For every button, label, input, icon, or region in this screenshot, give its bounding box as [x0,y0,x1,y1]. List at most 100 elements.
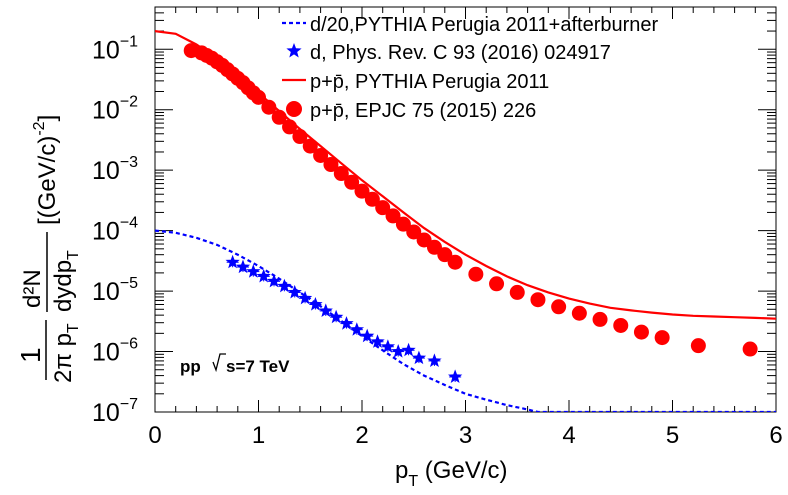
y-tick-label: 10−6 [92,336,138,367]
legend-label: p+p̄, EPJC 75 (2015) 226 [310,100,536,122]
svg-text:[(GeV/c)-2]: [(GeV/c)-2] [31,115,61,225]
y-tick-exp: −5 [120,275,138,292]
x-tick-label: 2 [355,422,368,449]
data-point [339,316,354,330]
y-tick-base: 10 [92,157,120,185]
x-tick-label: 5 [666,422,679,449]
y-tick-exp: −4 [120,215,138,232]
data-point [654,330,670,346]
data-point [297,290,313,305]
data-point [318,303,333,317]
series-line-0 [155,229,776,412]
legend-label: d/20,PYTHIA Perugia 2011+afterburner [310,14,659,36]
data-point [571,305,587,321]
data-point [385,208,401,224]
data-point [251,89,266,105]
data-point [246,264,261,278]
y-tick-label: 10−2 [92,94,138,125]
data-marks [155,30,776,412]
xlabel-sub: T [408,473,418,490]
y-tick-base: 10 [92,278,120,306]
y-tick-exp: −6 [120,336,138,353]
svg-text:2π pT: 2π pT [50,323,82,383]
ylabel-den-sub: T [65,250,82,260]
data-point [287,284,302,299]
data-point [551,299,567,315]
data-point [308,297,323,311]
data-point [277,278,292,293]
data-point [302,138,318,154]
y-tick-exp: −3 [120,154,138,171]
data-point [426,239,442,255]
y-tick-base: 10 [92,97,120,125]
y-tick-base: 10 [92,339,120,367]
y-tick-label: 10−3 [92,154,138,185]
x-tick-label: 6 [769,422,782,449]
data-point [395,216,411,232]
data-point [447,254,463,270]
data-point [271,109,287,125]
ylabel-units-close: ] [34,115,61,122]
ylabel-num: d²N [19,269,46,308]
x-tick-label: 4 [562,422,575,449]
legend-label: d, Phys. Rev. C 93 (2016) 024917 [310,42,611,64]
data-point [411,350,427,365]
data-point [235,259,251,274]
data-point [427,353,442,367]
data-point [690,338,706,354]
data-point [354,183,370,199]
x-tick-label: 0 [148,422,161,449]
legend-swatch-circle [286,101,302,117]
legend-swatch-star [286,43,302,58]
data-point [380,339,395,353]
ylabel-den: dydp [50,260,77,312]
data-point [292,129,308,145]
legend-label: p+p̄, PYTHIA Perugia 2011 [310,71,549,93]
data-point [613,317,629,333]
data-point [282,119,298,135]
data-point [592,311,608,327]
data-point [349,322,364,336]
data-point [406,224,422,240]
ylabel-units: [(GeV/c) [34,136,61,225]
ylabel-units-exp: -2 [31,121,48,135]
data-point [329,309,344,324]
data-point [448,369,463,383]
y-tick-exp: −7 [120,396,138,413]
axes: 0 1 2 3 4 5 610−710−610−510−410−310−210−1 [92,6,783,449]
xlabel-p: p [395,457,408,484]
data-point [266,273,282,288]
y-tick-label: 10−1 [92,33,138,64]
x-axis-label: pT (GeV/c) [395,457,507,490]
data-point [323,157,339,173]
data-point [225,254,240,269]
y-tick-exp: −2 [120,94,138,111]
data-point [468,266,484,282]
data-point [437,247,453,263]
x-tick-label: 3 [459,422,472,449]
ylabel-one: 1 [15,347,46,363]
data-point [261,99,277,115]
data-point [313,147,329,163]
ylabel-two-pi-pt: 2π p [50,333,77,383]
sqrt-symbol [212,353,226,373]
data-point [364,191,380,207]
data-point [633,324,649,340]
data-point [509,284,525,300]
annotation-energy: s=7 TeV [226,357,290,376]
xlabel-units: (GeV/c) [418,457,507,484]
data-point [256,268,271,283]
y-tick-base: 10 [92,36,120,64]
data-point [742,341,758,357]
data-point [360,328,375,343]
data-point [530,292,546,308]
annotation-collision: pp [180,357,201,376]
data-point [489,276,505,292]
svg-text:dydpT: dydpT [50,250,82,312]
y-tick-base: 10 [92,399,120,427]
plot-frame [154,6,777,413]
data-point [344,174,360,190]
legend: d/20,PYTHIA Perugia 2011+afterburner d, P… [282,14,659,122]
svg-text:pT (GeV/c): pT (GeV/c) [395,457,507,490]
